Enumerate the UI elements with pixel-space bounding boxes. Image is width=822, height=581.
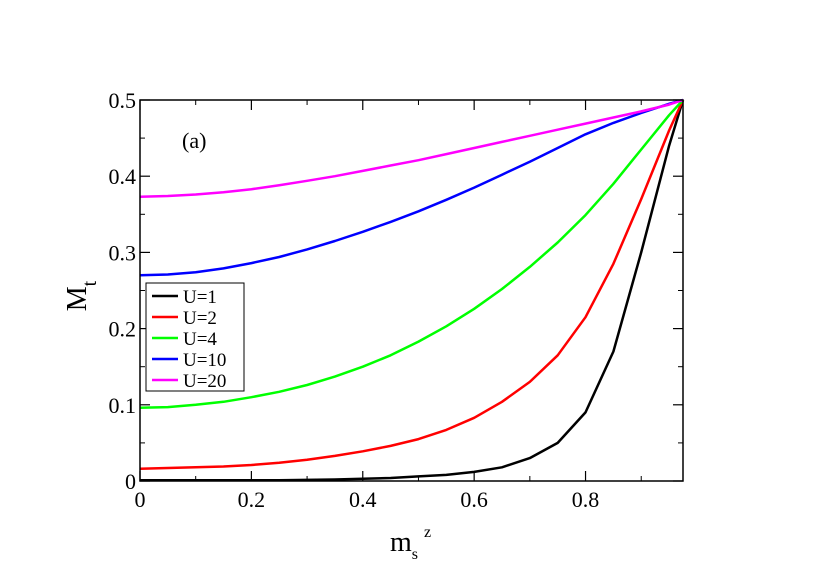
y-tick-label: 0.5 bbox=[109, 88, 137, 113]
series-lines bbox=[139, 98, 685, 482]
legend-label: U=1 bbox=[183, 287, 217, 308]
plot-frame bbox=[139, 99, 684, 482]
tick-labels: 0 0.2 0.4 0.6 0.8 0 0.1 0.2 0.3 0.4 0.5 bbox=[109, 88, 600, 512]
series-line-u10 bbox=[139, 98, 684, 277]
legend-label: U=10 bbox=[183, 350, 226, 371]
axis-ticks bbox=[139, 99, 683, 482]
x-tick-label: 0.4 bbox=[349, 487, 377, 512]
series-line-u2 bbox=[139, 99, 685, 471]
y-tick-label: 0.4 bbox=[109, 164, 137, 189]
x-tick-label: 0.2 bbox=[238, 487, 266, 512]
y-tick-label: 0.3 bbox=[109, 240, 137, 265]
x-tick-label: 0 bbox=[135, 487, 146, 512]
x-tick-label: 0.8 bbox=[572, 487, 600, 512]
legend-label: U=4 bbox=[183, 329, 217, 350]
series-line-u20 bbox=[139, 98, 684, 199]
series-line-u4 bbox=[139, 99, 684, 410]
series-line-u1 bbox=[140, 99, 685, 482]
x-axis-label: msz bbox=[390, 524, 431, 563]
legend-label: U=20 bbox=[183, 371, 226, 392]
legend: U=1U=2U=4U=10U=20 bbox=[145, 282, 245, 392]
y-tick-label: 0 bbox=[125, 469, 136, 494]
y-axis-label: Mt bbox=[62, 280, 101, 311]
legend-label: U=2 bbox=[183, 308, 217, 329]
panel-annotation: (a) bbox=[182, 128, 206, 153]
y-tick-label: 0.1 bbox=[109, 393, 137, 418]
y-tick-label: 0.2 bbox=[109, 317, 137, 342]
x-tick-label: 0.6 bbox=[460, 487, 488, 512]
